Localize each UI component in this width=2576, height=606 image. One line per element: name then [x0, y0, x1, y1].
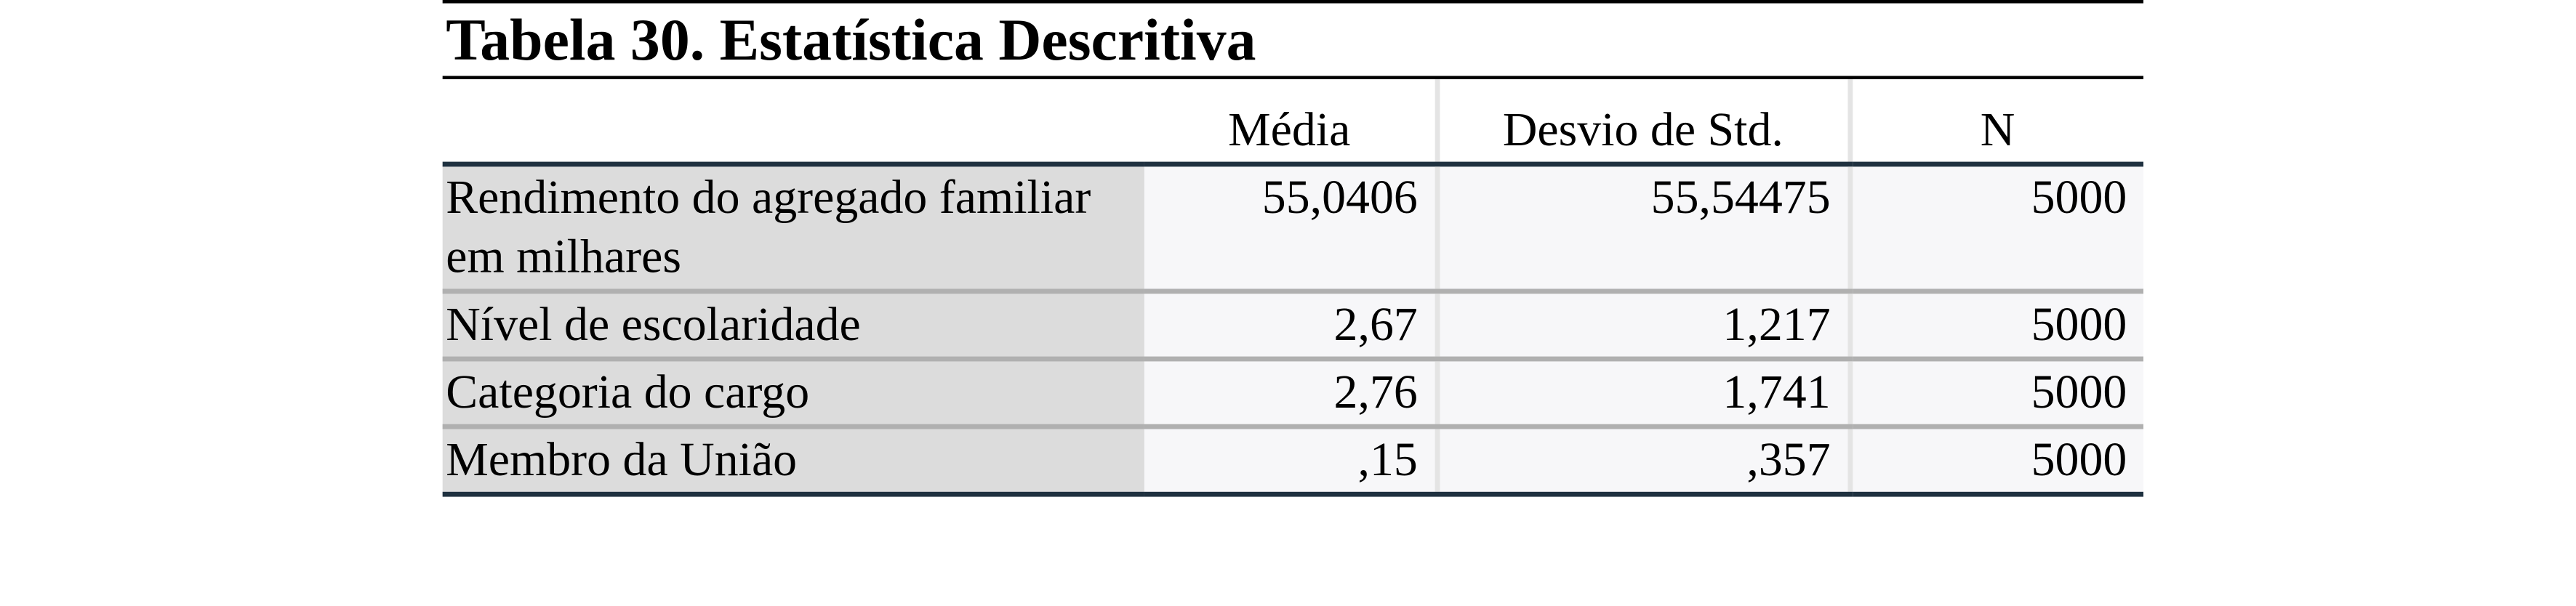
table-row: Rendimento do agregado familiar em milha…	[442, 163, 2144, 294]
table-row: Membro da União ,15,357 5000	[442, 427, 2144, 497]
column-header: N	[1847, 79, 2144, 167]
value-cell: 2,76	[1144, 358, 1437, 429]
column-header: Média	[1144, 79, 1437, 167]
row-label: Rendimento do agregado familiar em milha…	[442, 163, 1144, 294]
value-cell: 5000	[1847, 358, 2144, 429]
stats-table: Média Desvio de Std. N Rendimento do agreg…	[442, 79, 2144, 497]
column-header: Desvio de Std.	[1434, 79, 1850, 167]
value-cell: 5000	[1847, 427, 2144, 497]
value-cell: 55,0406	[1144, 163, 1437, 294]
value-cell: ,357	[1434, 427, 1850, 497]
table-title: Tabela 30. Estatística Descritiva	[442, 0, 2144, 80]
table-row: Categoria do cargo 2,76 1,741 5000	[442, 358, 2144, 429]
corner-cell	[442, 79, 1144, 167]
value-cell: 5000	[1847, 291, 2144, 362]
value-cell: 1,217	[1434, 291, 1850, 362]
row-label: Nível de escolaridade	[442, 291, 1144, 362]
value-cell: 55,54475	[1434, 163, 1850, 294]
table-block: Tabela 30. Estatística Descritiva Média D…	[442, 0, 2144, 497]
value-cell: 2,67	[1144, 291, 1437, 362]
table-body: Rendimento do agregado familiar em milha…	[442, 163, 2144, 497]
header-row: Média Desvio de Std. N	[442, 79, 2144, 167]
value-cell: ,15	[1144, 427, 1437, 497]
table-row: Nível de escolaridade 2,67 1,217 5000	[442, 291, 2144, 362]
row-label: Categoria do cargo	[442, 358, 1144, 429]
value-cell: 5000	[1847, 163, 2144, 294]
row-label: Membro da União	[442, 427, 1144, 497]
value-cell: 1,741	[1434, 358, 1850, 429]
